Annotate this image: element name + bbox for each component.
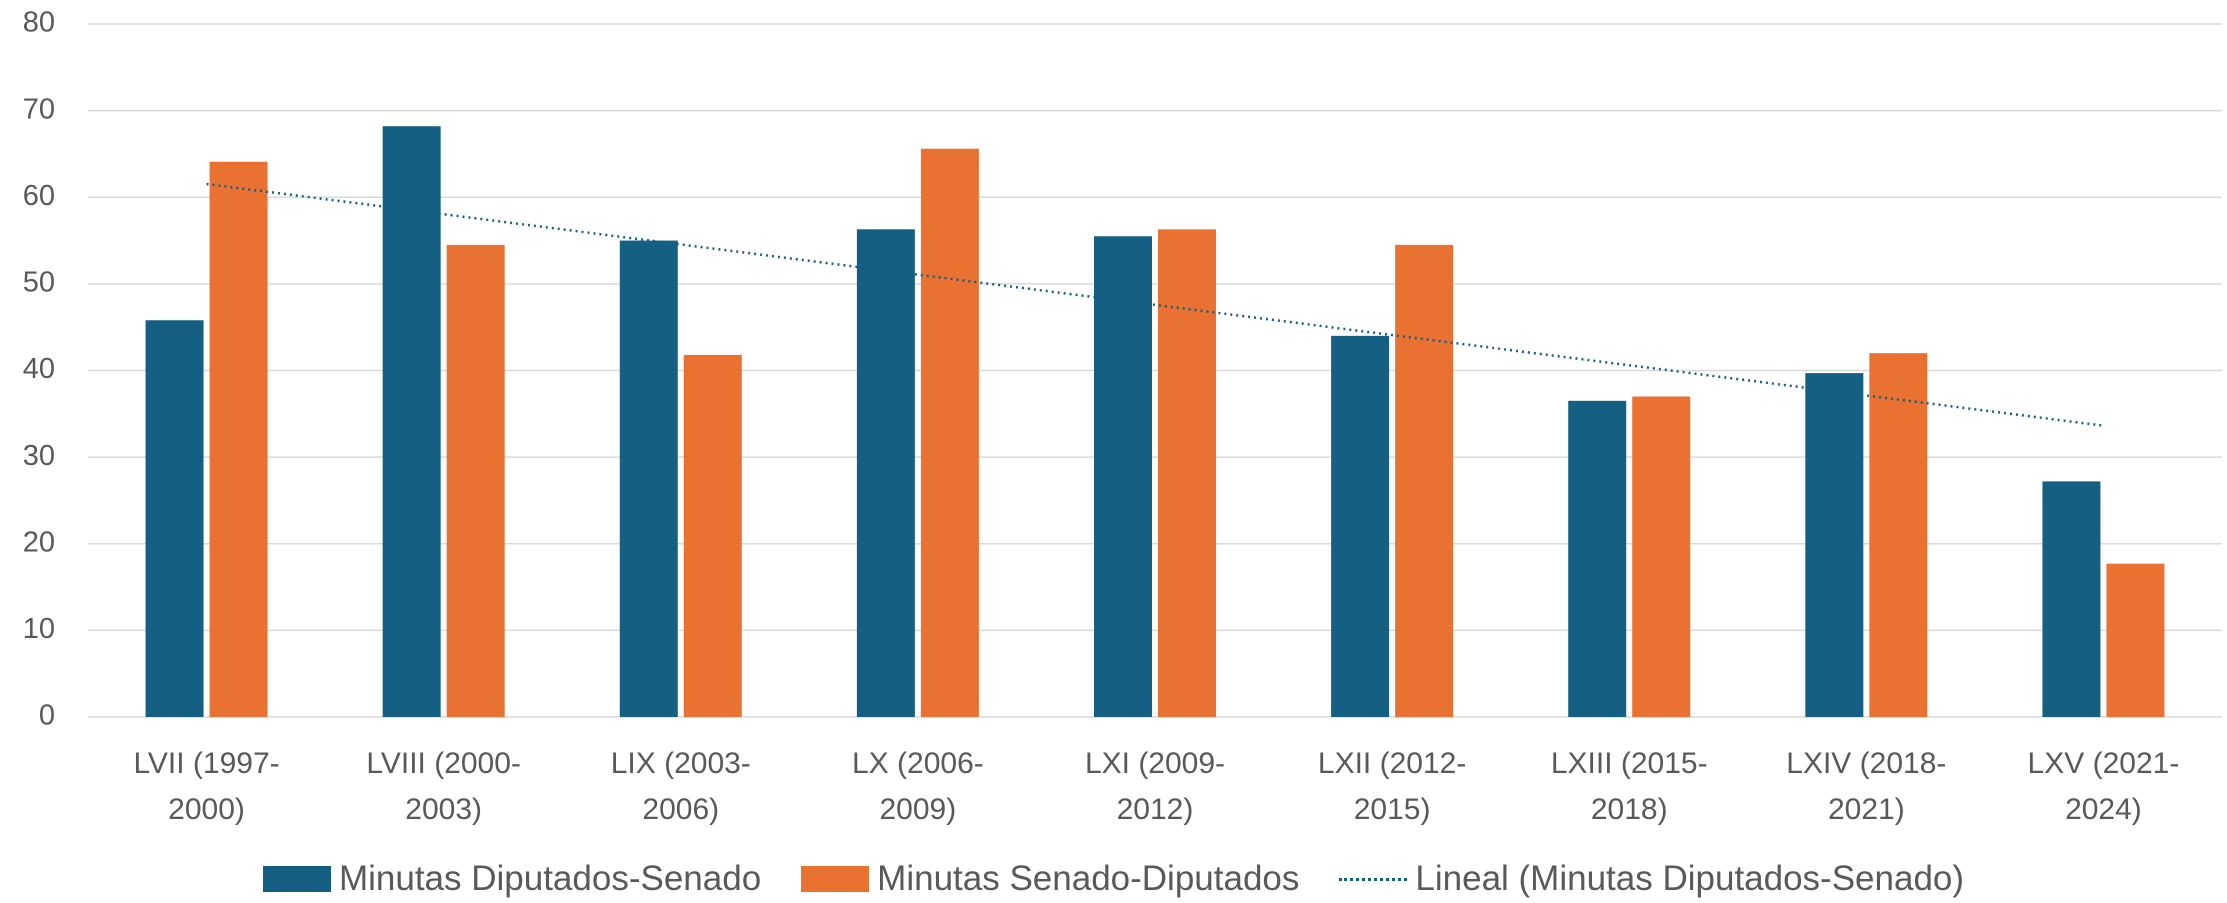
bar	[1395, 244, 1454, 718]
bar	[619, 240, 678, 717]
bar	[1568, 400, 1627, 717]
x-tick-label: LX (2006-2009)	[852, 747, 984, 826]
legend-label: Lineal (Minutas Diputados-Senado)	[1415, 859, 1965, 898]
legend-item: Minutas Diputados-Senado	[262, 856, 762, 902]
y-tick-label: 70	[23, 93, 55, 125]
bar	[683, 354, 742, 717]
bar	[1805, 373, 1864, 717]
legend-label: Minutas Senado-Diputados	[877, 859, 1300, 898]
x-tick-label: LXII (2012-2015)	[1317, 747, 1467, 826]
bar	[2042, 481, 2101, 717]
bar	[2106, 563, 2165, 717]
bar	[1869, 353, 1928, 717]
y-tick-label: 0	[39, 700, 55, 732]
y-tick-label: 30	[23, 440, 55, 472]
bar	[1094, 236, 1152, 717]
y-tick-label: 10	[23, 613, 55, 645]
bar	[856, 229, 915, 717]
trendline	[206, 182, 2104, 427]
bar	[446, 244, 505, 718]
x-tick-label: LXV (2021-2024)	[2027, 747, 2180, 826]
x-tick-label: LXIII (2015-2018)	[1550, 747, 1708, 826]
bar	[382, 126, 441, 717]
legend-swatch	[1339, 877, 1408, 881]
x-tick-label: LVIII (2000-2003)	[366, 747, 521, 826]
bar	[1158, 229, 1216, 717]
bar	[1632, 396, 1691, 717]
bar	[209, 161, 268, 717]
x-tick-label: LXIV (2018-2021)	[1786, 747, 1947, 826]
legend-label: Minutas Diputados-Senado	[338, 859, 762, 898]
x-tick-label: LXI (2009-2012)	[1084, 747, 1226, 826]
bar	[145, 320, 204, 717]
y-tick-label: 60	[23, 180, 55, 212]
x-tick-label: LIX (2003-2006)	[610, 747, 751, 826]
bar	[920, 148, 979, 718]
legend-item: Lineal (Minutas Diputados-Senado)	[1339, 856, 1964, 902]
y-tick-label: 50	[23, 267, 55, 299]
legend-swatch	[262, 866, 331, 892]
bar	[1331, 335, 1390, 717]
x-tick-label: LVII (1997-2000)	[133, 747, 280, 826]
y-tick-label: 40	[23, 353, 55, 385]
legend-swatch	[801, 866, 870, 892]
legend-item: Minutas Senado-Diputados	[801, 856, 1299, 902]
y-tick-label: 20	[23, 526, 55, 558]
legend: Minutas Diputados-Senado Minutas Senado-D…	[0, 856, 2227, 902]
y-tick-label: 80	[23, 7, 55, 39]
